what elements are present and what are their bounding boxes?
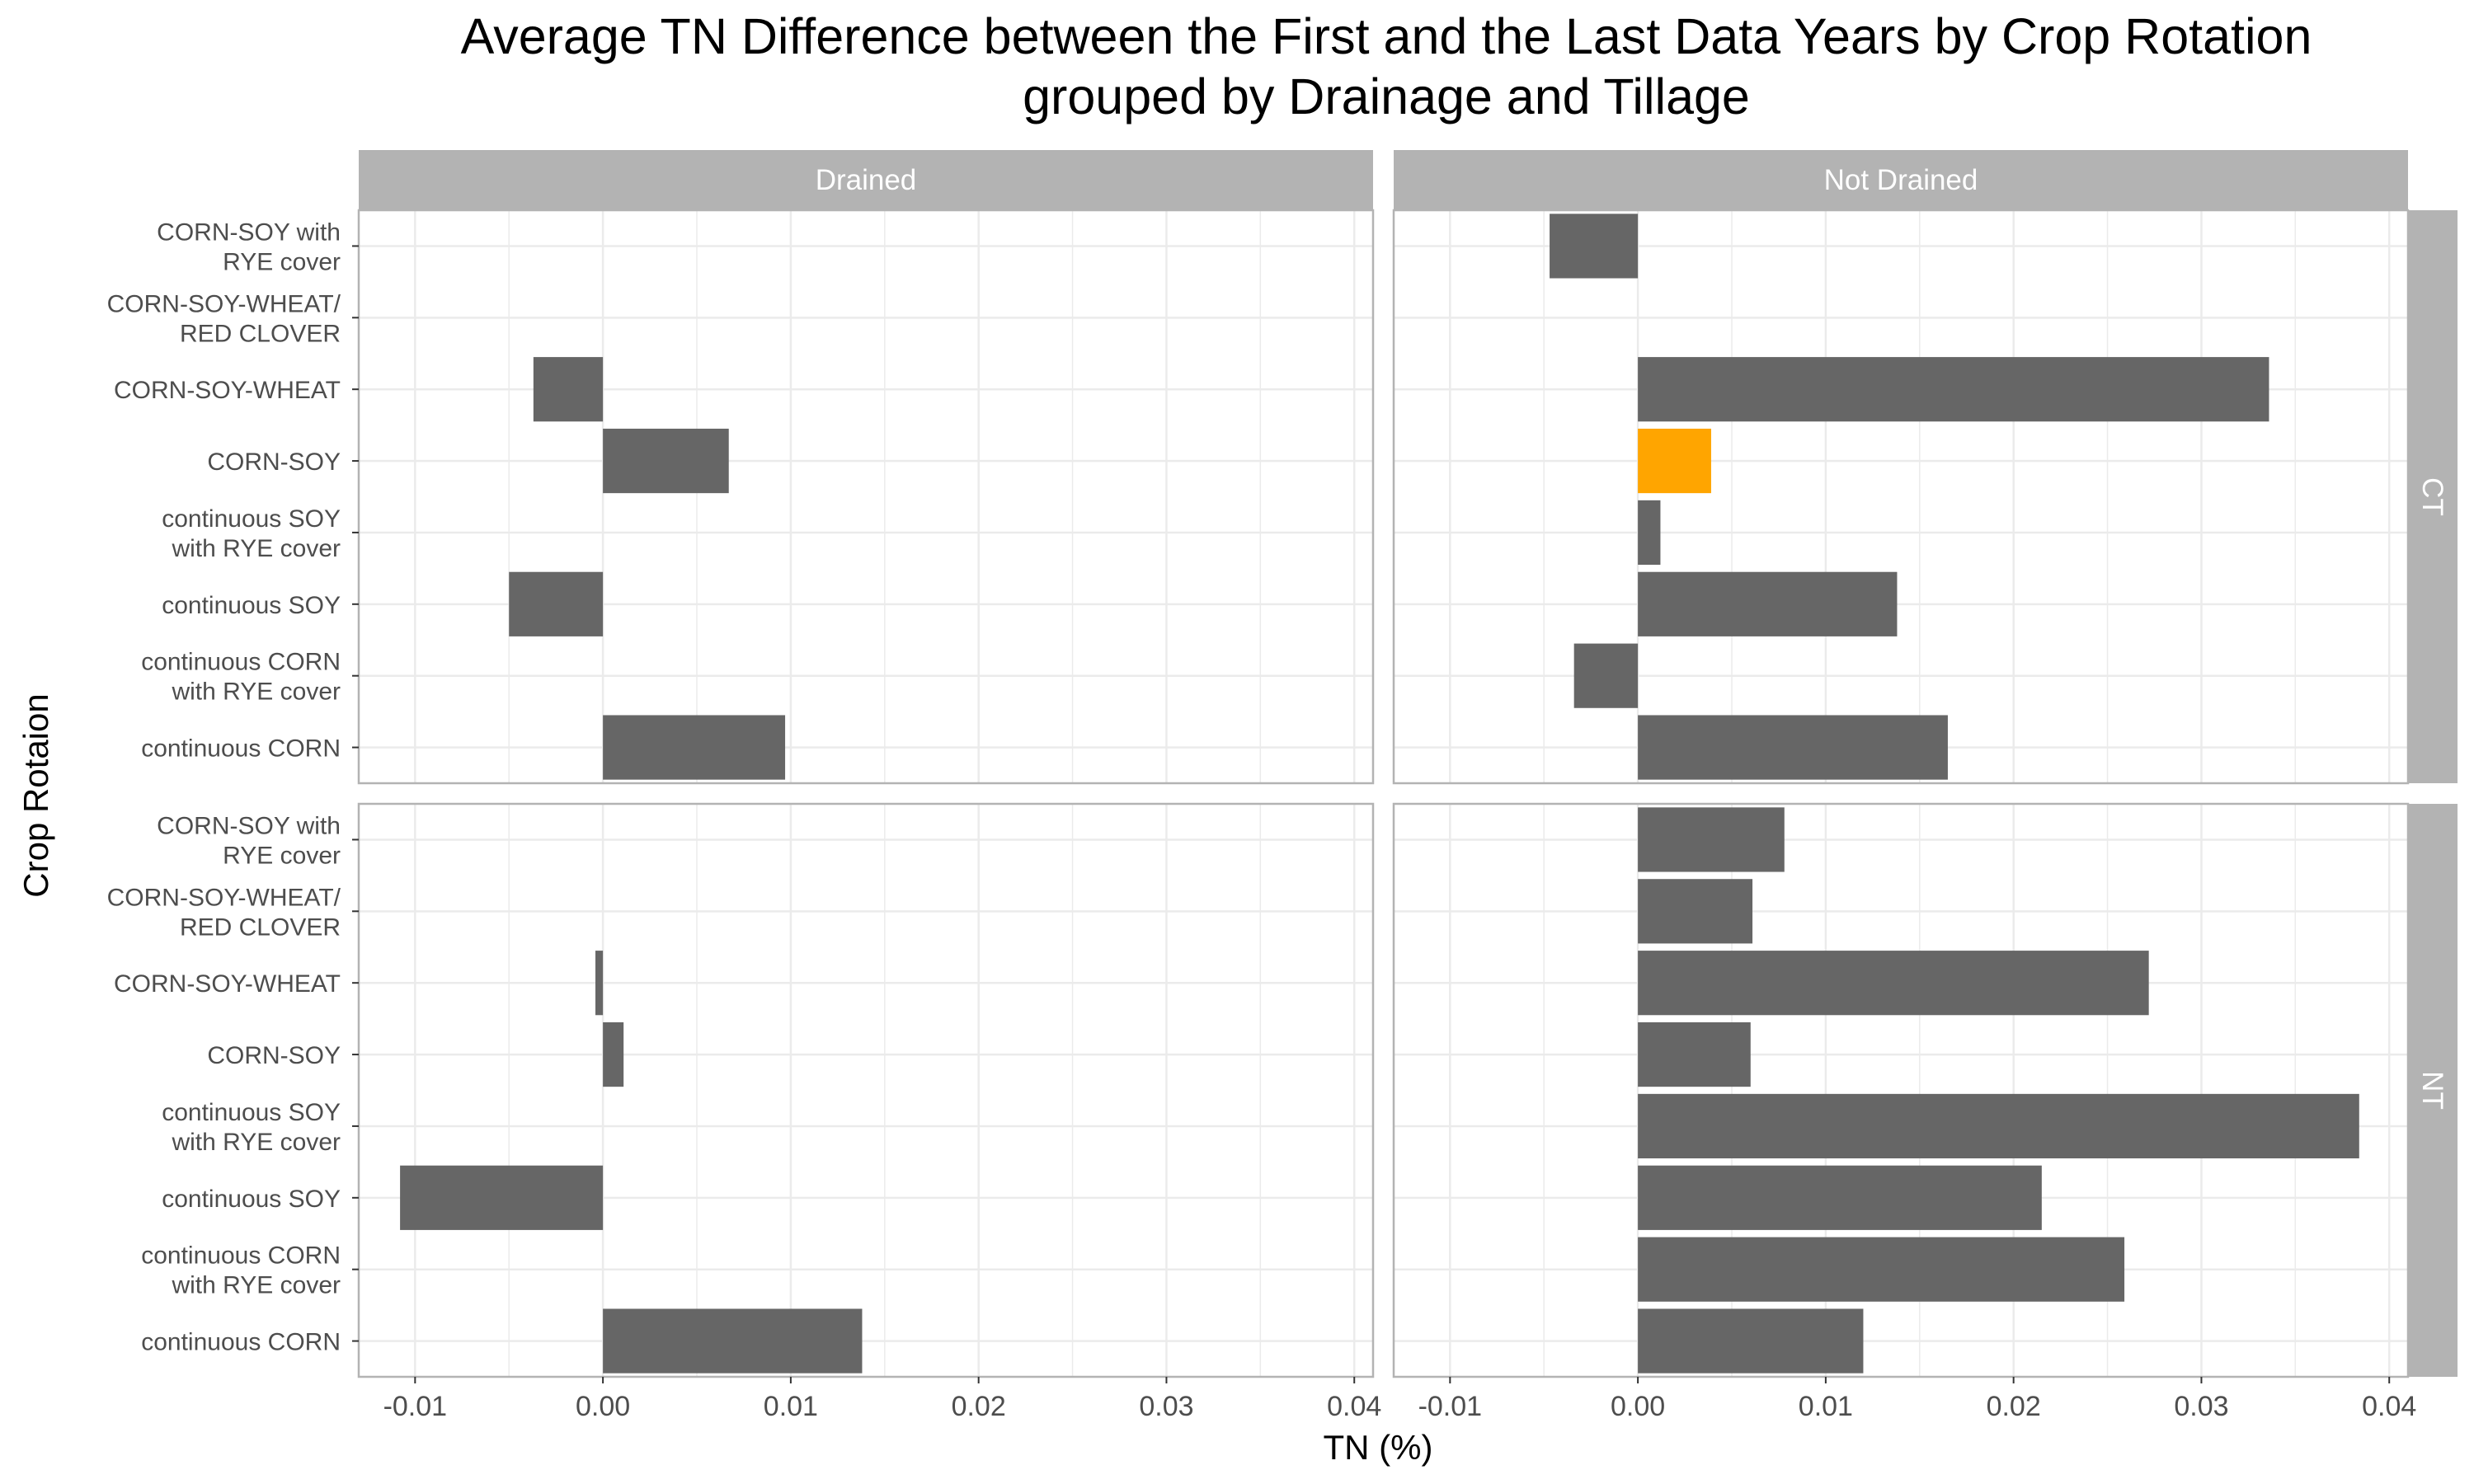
x-tick-label: 0.04 [2362,1391,2416,1422]
bar-nt-drained-5 [400,1165,604,1230]
bar-nt-not-drained-4 [1638,1093,2359,1159]
strip-nt [2408,804,2458,1377]
strip-label-nt: NT [2416,1071,2448,1110]
bar-nt-drained-3 [603,1021,624,1087]
y-tick-label: CORN-SOY-WHEAT [114,377,341,404]
x-tick-label: 0.02 [952,1391,1006,1422]
panel-border [357,802,1375,1378]
y-tick-label: CORN-SOY [207,448,341,476]
y-tick-label: with RYE cover [171,679,341,706]
bar-nt-drained-7 [603,1308,863,1374]
strip-drained [359,150,1373,209]
y-tick-label: continuous SOY [162,505,341,533]
y-tick-label: with RYE cover [171,1272,341,1299]
bar-ct-not-drained-3 [1638,428,1711,494]
bar-nt-not-drained-7 [1638,1308,1864,1374]
y-tick-label: RYE cover [223,842,341,869]
y-tick-label: with RYE cover [171,1129,341,1156]
y-tick-label: CORN-SOY-WHEAT/ [107,290,341,317]
y-tick-label: CORN-SOY [207,1042,341,1069]
bar-nt-not-drained-5 [1638,1165,2042,1230]
bar-ct-not-drained-0 [1550,214,1639,279]
y-tick-label: CORN-SOY-WHEAT/ [107,884,341,911]
y-axis-title: Crop Rotaion [16,693,55,897]
bar-nt-not-drained-1 [1638,879,1753,944]
x-tick-label: 0.04 [1327,1391,1381,1422]
strip-label-drained: Drained [816,164,917,196]
bar-ct-drained-5 [509,571,604,636]
y-tick-label: continuous CORN [141,1242,341,1270]
bar-nt-not-drained-6 [1638,1237,2125,1302]
y-tick-label: RYE cover [223,248,341,275]
bar-nt-not-drained-3 [1638,1021,1751,1087]
bar-ct-not-drained-5 [1638,571,1898,636]
strip-label-not-drained: Not Drained [1824,164,1978,196]
chart-title-line-2: grouped by Drainage and Tillage [1023,68,1750,124]
bar-ct-not-drained-2 [1638,357,2269,422]
x-tick-label: 0.00 [1611,1391,1665,1422]
bar-nt-not-drained-2 [1638,951,2149,1016]
y-tick-label: continuous SOY [162,1186,341,1213]
strip-not-drained [1394,150,2408,209]
bar-ct-not-drained-7 [1638,715,1948,780]
bar-ct-not-drained-4 [1638,500,1661,566]
strip-ct [2408,210,2458,783]
bar-ct-drained-3 [603,428,729,494]
y-tick-label: RED CLOVER [180,913,341,941]
panel-border [1392,209,2410,785]
bar-ct-not-drained-6 [1573,643,1639,708]
y-tick-label: RED CLOVER [180,320,341,347]
y-tick-label: continuous SOY [162,1099,341,1126]
chart-title-line-1: Average TN Difference between the First … [461,8,2312,64]
panel-border [1392,802,2410,1378]
bar-ct-drained-2 [533,357,604,422]
y-tick-label: continuous CORN [141,649,341,676]
bar-nt-not-drained-0 [1638,807,1785,872]
x-tick-label: 0.03 [1139,1391,1193,1422]
x-tick-label: 0.00 [576,1391,630,1422]
y-tick-label: with RYE cover [171,535,341,562]
x-tick-label: 0.02 [1987,1391,2041,1422]
panel-border [357,209,1375,785]
y-tick-label: continuous SOY [162,592,341,619]
x-tick-label: 0.01 [1799,1391,1853,1422]
y-tick-label: CORN-SOY-WHEAT [114,970,341,998]
x-tick-label: 0.03 [2174,1391,2228,1422]
y-tick-label: continuous CORN [141,1329,341,1356]
x-tick-label: -0.01 [1418,1391,1483,1422]
strip-label-ct: CT [2416,477,2448,516]
x-tick-label: -0.01 [383,1391,448,1422]
y-tick-label: continuous CORN [141,735,341,763]
bar-ct-drained-7 [603,715,786,780]
y-tick-label: CORN-SOY with [157,812,341,839]
x-axis-title: TN (%) [1324,1428,1433,1467]
y-tick-label: CORN-SOY with [157,218,341,246]
x-tick-label: 0.01 [764,1391,818,1422]
bar-nt-drained-2 [595,951,604,1016]
